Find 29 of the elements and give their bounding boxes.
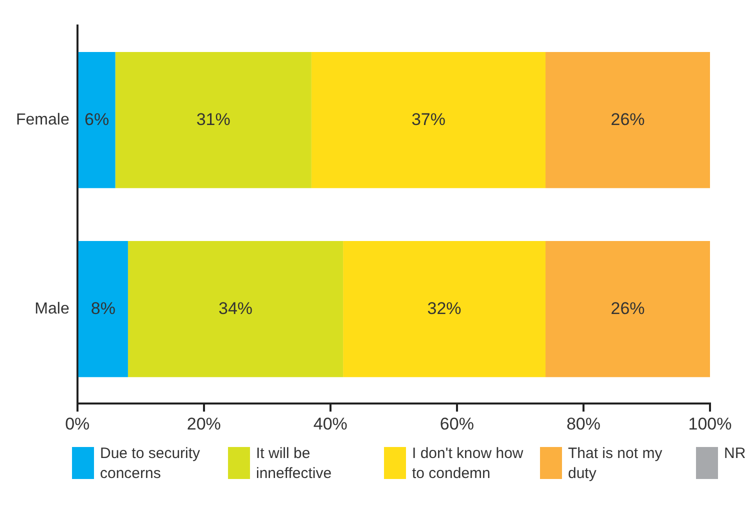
data-label: 34%: [218, 298, 253, 318]
x-tick-label: 100%: [688, 414, 732, 434]
bar: [546, 241, 710, 378]
data-label: 37%: [411, 110, 446, 129]
x-tick-label: 80%: [566, 414, 600, 434]
bar: [78, 241, 128, 378]
data-label: 26%: [610, 110, 645, 129]
legend-label: Due to security concerns: [100, 444, 202, 484]
legend-label: I don't know how to condemn: [412, 444, 524, 484]
x-tick-label: 60%: [440, 414, 474, 434]
bar: [115, 52, 312, 188]
y-tick-label: Male: [34, 300, 70, 318]
bar: [343, 241, 546, 378]
y-tick-label: Female: [16, 112, 70, 129]
legend-label: That is not my duty: [568, 444, 664, 484]
x-tick-label: 40%: [313, 414, 348, 434]
bar: [546, 52, 710, 188]
data-label: 32%: [427, 298, 462, 318]
bar: [128, 241, 344, 378]
legend-label: NR: [724, 444, 746, 464]
x-tick-label: 0%: [65, 414, 90, 434]
legend-label: It will be inneffective: [256, 444, 333, 484]
bar: [311, 52, 546, 188]
bar: [78, 52, 116, 188]
x-tick-label: 20%: [186, 414, 221, 434]
data-label: 8%: [90, 298, 116, 318]
data-label: 26%: [610, 298, 645, 318]
data-label: 31%: [196, 110, 230, 129]
data-label: 6%: [84, 110, 110, 129]
